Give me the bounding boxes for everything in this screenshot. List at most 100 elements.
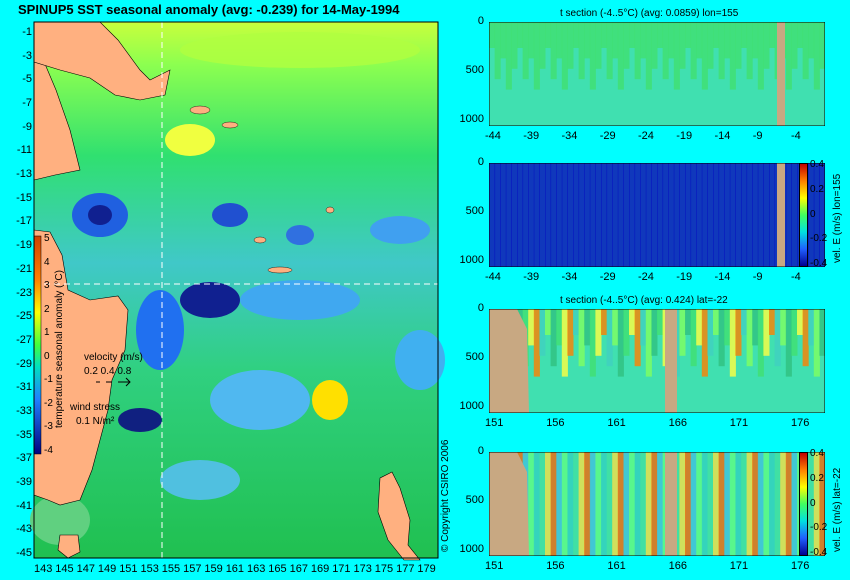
velocity-colorbar [799, 452, 808, 556]
section-strip [729, 22, 736, 90]
section-strip [791, 22, 798, 69]
lon-tick-label: 167 [289, 563, 308, 575]
section-strip [752, 163, 759, 267]
section-strip [657, 452, 664, 556]
lat-tick-label: -31 [16, 381, 32, 394]
lat-tick-label: -7 [22, 97, 32, 110]
velocity-colorbar-tick: -0.4 [810, 258, 828, 270]
colorbar-tick-label: 0 [44, 350, 50, 362]
x-tick-label: -24 [638, 271, 654, 283]
section-strip [707, 309, 714, 356]
section-strip [724, 309, 731, 346]
copyright-text: © Copyright CSIRO 2006 [440, 439, 451, 552]
section-strip [685, 163, 692, 267]
section-strip [819, 163, 825, 267]
section-strip [567, 309, 574, 356]
section-strip [741, 452, 748, 556]
section-strip [741, 309, 748, 335]
section-strip [640, 163, 647, 267]
lon-tick-label: 171 [332, 563, 351, 575]
section-strip [735, 452, 742, 556]
lat-tick-label: -39 [16, 475, 32, 488]
section-strip [696, 22, 703, 59]
section-strip [589, 22, 596, 90]
section-strip [606, 163, 613, 267]
section-strip [724, 452, 731, 556]
lon-tick-label: 147 [76, 563, 95, 575]
section-strip [741, 163, 748, 267]
section-strip [573, 309, 580, 335]
section-strip [657, 22, 664, 48]
x-tick-label: -9 [752, 130, 763, 142]
lat-tick-label: -5 [22, 73, 32, 86]
section-strip [500, 163, 507, 267]
section-strip [567, 22, 574, 69]
section-strip [584, 22, 591, 59]
lon-tick-label: 163 [247, 563, 266, 575]
colorbar-tick-label: -1 [44, 374, 53, 385]
velocity-legend-arrows [96, 377, 131, 387]
section-strip [769, 452, 776, 556]
section-strip [533, 22, 540, 90]
section-strip [640, 309, 647, 346]
section-strip [573, 22, 580, 48]
section-strip [808, 163, 815, 267]
depth-tick-label: 500 [465, 350, 484, 363]
lat-tick-label: -13 [16, 168, 32, 181]
velocity-colorbar-tick: 0.4 [810, 448, 824, 459]
section-strip [612, 309, 619, 346]
colorbar-tick-label: 4 [44, 256, 50, 268]
velocity-colorbar-tick: 0.4 [810, 159, 824, 170]
section-strip [629, 22, 636, 48]
australia-landmass [33, 229, 129, 506]
section-strip [685, 22, 692, 48]
section-strip [595, 22, 602, 69]
section-strip [696, 163, 703, 267]
section-strip [511, 163, 518, 267]
colorbar-tick-label: -4 [44, 444, 53, 456]
section-strip [584, 452, 591, 556]
section-strip [757, 309, 764, 377]
sst-map [30, 21, 445, 561]
section-strip [634, 22, 641, 80]
colorbar-tick-label: 3 [44, 280, 50, 291]
x-tick-label: -4 [791, 130, 801, 142]
section-strip [668, 22, 675, 59]
section-strip [500, 22, 507, 59]
lat-tick-label: -11 [16, 144, 32, 157]
lat-tick-label: -23 [16, 286, 32, 299]
x-tick-label: -19 [676, 130, 693, 142]
colorbar-tick-label: 1 [44, 327, 50, 338]
x-tick-label: 171 [729, 417, 749, 429]
section-strip [685, 452, 692, 556]
x-tick-label: 156 [546, 417, 565, 429]
section-strip [561, 452, 568, 556]
section-strip [606, 452, 613, 556]
wind-legend-value: 0.1 N/m² [76, 416, 115, 427]
lat-tick-label: -41 [16, 499, 32, 512]
section-strip [573, 452, 580, 556]
lat-tick-label: -43 [16, 523, 32, 536]
lat-tick-label: -35 [16, 428, 32, 441]
lon-tick-label: 151 [119, 563, 138, 575]
section-strip [578, 452, 585, 556]
section-strip [651, 163, 658, 267]
section-strip [584, 163, 591, 267]
velocity-colorbar-tick: 0.2 [810, 183, 824, 195]
section-strip [589, 309, 596, 377]
section-strip [522, 22, 529, 80]
lat-tick-label: -27 [16, 333, 32, 346]
lon-tick-label: 153 [140, 563, 159, 575]
x-tick-label: 156 [546, 560, 565, 572]
depth-tick-label: 1000 [459, 253, 484, 266]
section-strip [701, 22, 708, 90]
section-strip [612, 22, 619, 59]
section-strip [489, 163, 496, 267]
x-tick-label: 171 [729, 560, 749, 572]
section-strip [612, 452, 619, 556]
section-strip [763, 22, 770, 69]
section-strip [813, 309, 820, 377]
section-strip [505, 22, 512, 90]
section-strip [701, 309, 708, 377]
colorbar-label: temperature seasonal anomaly (°C) [54, 270, 65, 428]
